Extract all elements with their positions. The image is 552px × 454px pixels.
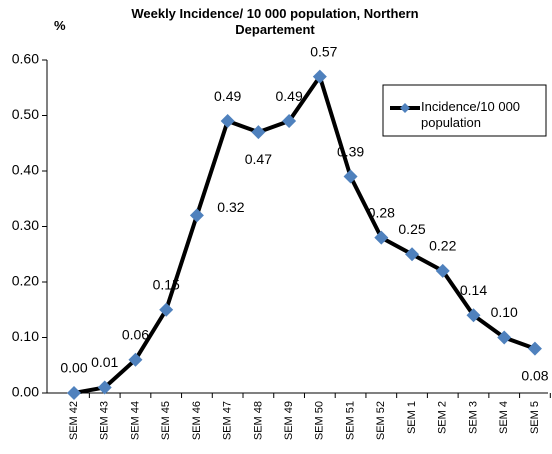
x-tick-label: SEM 50	[314, 401, 326, 440]
data-label: 0.25	[398, 221, 425, 237]
y-tick-label: 0.60	[12, 51, 39, 67]
marker	[312, 69, 327, 84]
data-label: 0.10	[491, 304, 518, 320]
x-tick-label: SEM 49	[283, 401, 295, 440]
marker	[435, 263, 450, 278]
data-label: 0.08	[521, 367, 548, 383]
marker	[189, 208, 204, 223]
x-tick-label: SEM 51	[344, 401, 356, 440]
y-tick-label: 0.00	[12, 384, 39, 400]
x-tick-label: SEM 44	[129, 401, 141, 440]
x-tick-label: SEM 48	[252, 401, 264, 440]
data-label: 0.22	[429, 238, 456, 254]
marker	[374, 230, 389, 245]
marker	[220, 114, 235, 129]
marker	[159, 302, 174, 317]
data-label: 0.47	[245, 151, 272, 167]
data-label: 0.14	[460, 282, 487, 298]
marker	[67, 386, 81, 400]
x-tick-label: SEM 3	[467, 401, 479, 434]
legend-box	[382, 84, 547, 137]
x-tick-label: SEM 47	[222, 401, 234, 440]
data-label: 0.15	[153, 276, 180, 292]
y-tick-label: 0.50	[12, 106, 39, 122]
marker	[97, 380, 112, 395]
y-axis-label: %	[54, 18, 66, 33]
x-tick-label: SEM 45	[160, 401, 172, 440]
data-label: 0.01	[91, 354, 118, 370]
data-label: 0.49	[275, 88, 302, 104]
x-tick-label: SEM 52	[375, 401, 387, 440]
x-tick-label: SEM 46	[191, 401, 203, 440]
data-label: 0.49	[214, 88, 241, 104]
x-tick-label: SEM 1	[406, 401, 418, 434]
legend-label: Incidence/10 000 population	[421, 99, 521, 130]
y-tick-label: 0.10	[12, 328, 39, 344]
data-label: 0.28	[368, 204, 395, 220]
y-tick-label: 0.20	[12, 273, 39, 289]
marker	[251, 125, 266, 140]
marker	[497, 330, 512, 345]
data-label: 0.57	[310, 43, 337, 59]
line	[73, 74, 536, 395]
x-tick-label: SEM 42	[68, 401, 80, 440]
legend-marker	[400, 103, 410, 113]
x-tick-label: SEM 4	[498, 401, 510, 434]
x-tick-label: SEM 2	[437, 401, 449, 434]
data-label: 0.00	[60, 360, 87, 376]
marker	[466, 308, 481, 323]
data-label: 0.32	[217, 199, 244, 215]
y-tick-label: 0.30	[12, 217, 39, 233]
chart-title: Weekly Incidence/ 10 000 population, Nor…	[131, 6, 419, 37]
marker	[405, 247, 420, 262]
x-tick-label: SEM 5	[529, 401, 541, 434]
x-tick-label: SEM 43	[99, 401, 111, 440]
marker	[282, 114, 297, 129]
data-label: 0.06	[122, 326, 149, 342]
marker	[128, 352, 143, 367]
marker	[343, 169, 358, 184]
data-label: 0.39	[337, 143, 364, 159]
y-tick-label: 0.40	[12, 162, 39, 178]
marker	[527, 341, 542, 356]
